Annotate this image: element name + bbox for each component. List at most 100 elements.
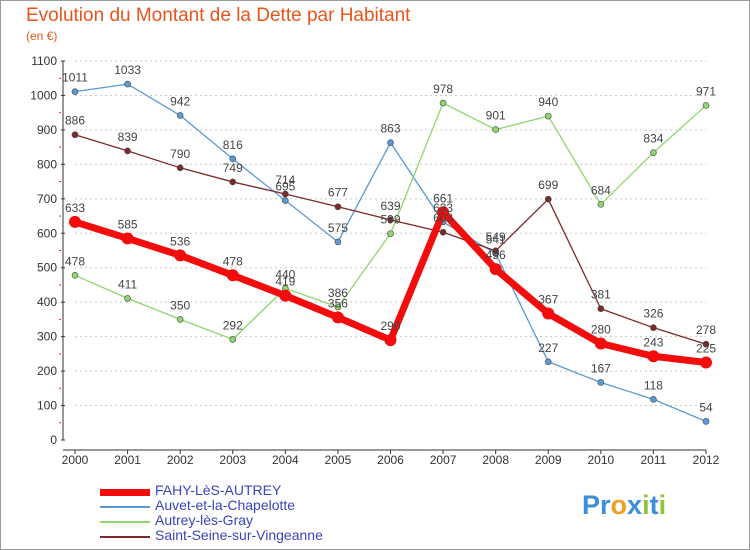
logo-letter: i bbox=[642, 490, 650, 520]
y-tick-label: 800 bbox=[37, 157, 57, 171]
data-label: 677 bbox=[328, 186, 348, 200]
main-point bbox=[594, 337, 607, 350]
data-label: 839 bbox=[118, 130, 138, 144]
data-point bbox=[544, 112, 552, 120]
y-tick-label: 1000 bbox=[30, 88, 57, 102]
legend-label: Auvet-et-la-Chapelotte bbox=[155, 497, 296, 513]
data-point bbox=[387, 139, 394, 146]
data-label: 978 bbox=[433, 82, 453, 96]
main-point bbox=[489, 263, 502, 276]
data-label: 790 bbox=[170, 147, 190, 161]
data-label: 478 bbox=[65, 254, 85, 268]
y-tick-label: 200 bbox=[37, 364, 57, 378]
data-point bbox=[650, 149, 657, 156]
data-label: 661 bbox=[433, 191, 453, 205]
data-label: 816 bbox=[223, 138, 243, 152]
chart-subtitle: (en €) bbox=[26, 29, 58, 43]
y-tick-label: 700 bbox=[37, 192, 57, 206]
y-tick-label: 0 bbox=[50, 433, 57, 447]
data-point bbox=[334, 203, 342, 211]
x-tick-label: 2012 bbox=[693, 453, 720, 467]
data-labels: 1011 1033 942 816 695 575 863 633 541 227 167 118 54… bbox=[62, 63, 716, 414]
data-point bbox=[229, 336, 237, 343]
logo-letter: o bbox=[610, 490, 628, 520]
data-label: 243 bbox=[643, 335, 663, 349]
chart-title: Evolution du Montant de la Dette par Hab… bbox=[26, 5, 411, 26]
data-label: 1033 bbox=[114, 63, 141, 77]
data-point bbox=[439, 99, 447, 107]
data-point bbox=[492, 126, 499, 133]
data-label: 585 bbox=[118, 217, 138, 231]
legend: FAHY-LèS-AUTREY Auvet-et-la-Chapelotte Aut… bbox=[100, 482, 420, 544]
data-label: 278 bbox=[696, 323, 716, 337]
data-point bbox=[702, 340, 710, 348]
x-tick-label: 2001 bbox=[114, 453, 141, 467]
data-label: 411 bbox=[118, 277, 137, 291]
data-label: 699 bbox=[538, 178, 558, 192]
data-label: 536 bbox=[170, 234, 190, 248]
axes: 0 100 200 300 400 500 600 700 800 900 1000 1100 2000… bbox=[30, 54, 719, 467]
main-point bbox=[700, 356, 712, 369]
x-tick-label: 2010 bbox=[587, 453, 614, 467]
y-tick-label: 400 bbox=[37, 295, 57, 309]
data-label: 603 bbox=[433, 211, 453, 225]
data-point bbox=[176, 112, 184, 119]
data-point bbox=[282, 190, 289, 198]
data-point bbox=[229, 155, 237, 163]
legend-label: Saint-Seine-sur-Vingeanne bbox=[155, 527, 323, 543]
data-label: 714 bbox=[275, 173, 295, 187]
data-label: 350 bbox=[170, 298, 190, 312]
data-point bbox=[597, 305, 605, 313]
data-point bbox=[334, 303, 342, 311]
data-label: 695 bbox=[275, 180, 295, 194]
main-point bbox=[437, 206, 450, 219]
series-layer bbox=[69, 80, 712, 425]
data-point bbox=[71, 88, 79, 95]
data-point bbox=[702, 418, 710, 425]
data-label: 599 bbox=[380, 213, 400, 227]
data-label: 356 bbox=[328, 296, 348, 310]
data-point bbox=[544, 195, 552, 203]
data-point bbox=[71, 272, 79, 279]
y-tick-label: 600 bbox=[37, 226, 57, 240]
y-tick-label: 300 bbox=[37, 330, 57, 344]
legend-swatch bbox=[100, 521, 150, 523]
x-tick-label: 2009 bbox=[535, 453, 562, 467]
data-point bbox=[71, 131, 79, 139]
data-label: 639 bbox=[380, 199, 400, 213]
data-label: 575 bbox=[328, 221, 348, 235]
data-label: 940 bbox=[538, 95, 558, 109]
logo-letter: r bbox=[600, 490, 611, 520]
data-point bbox=[124, 147, 131, 155]
data-label: 118 bbox=[644, 378, 663, 392]
x-tick-label: 2008 bbox=[482, 453, 509, 467]
data-label: 749 bbox=[223, 161, 243, 175]
data-label: 290 bbox=[380, 319, 400, 333]
data-point bbox=[387, 216, 394, 224]
main-point bbox=[69, 215, 81, 228]
data-label: 834 bbox=[643, 132, 663, 146]
x-tick-label: 2005 bbox=[325, 453, 352, 467]
data-point bbox=[229, 178, 237, 186]
data-label: 386 bbox=[328, 286, 348, 300]
data-label: 478 bbox=[223, 254, 243, 268]
data-label: 292 bbox=[223, 318, 243, 332]
data-label: 633 bbox=[65, 201, 85, 215]
data-label: 54 bbox=[699, 400, 713, 414]
x-tick-label: 2004 bbox=[272, 453, 299, 467]
x-tick-label: 2006 bbox=[377, 453, 404, 467]
legend-item: FAHY-LèS-AUTREY bbox=[100, 482, 420, 499]
legend-label: Autrey-lès-Gray bbox=[155, 512, 254, 528]
x-tick-label: 2003 bbox=[219, 453, 246, 467]
proxiti-logo: Proxiti bbox=[582, 490, 666, 521]
data-point bbox=[597, 379, 605, 386]
legend-item: Auvet-et-la-Chapelotte bbox=[100, 497, 420, 514]
main-point bbox=[331, 311, 344, 324]
y-tick-label: 900 bbox=[37, 123, 57, 137]
y-tick-label: 100 bbox=[37, 399, 57, 413]
data-label: 633 bbox=[433, 201, 453, 215]
logo-letter: i bbox=[658, 490, 667, 520]
x-tick-label: 2002 bbox=[167, 453, 194, 467]
